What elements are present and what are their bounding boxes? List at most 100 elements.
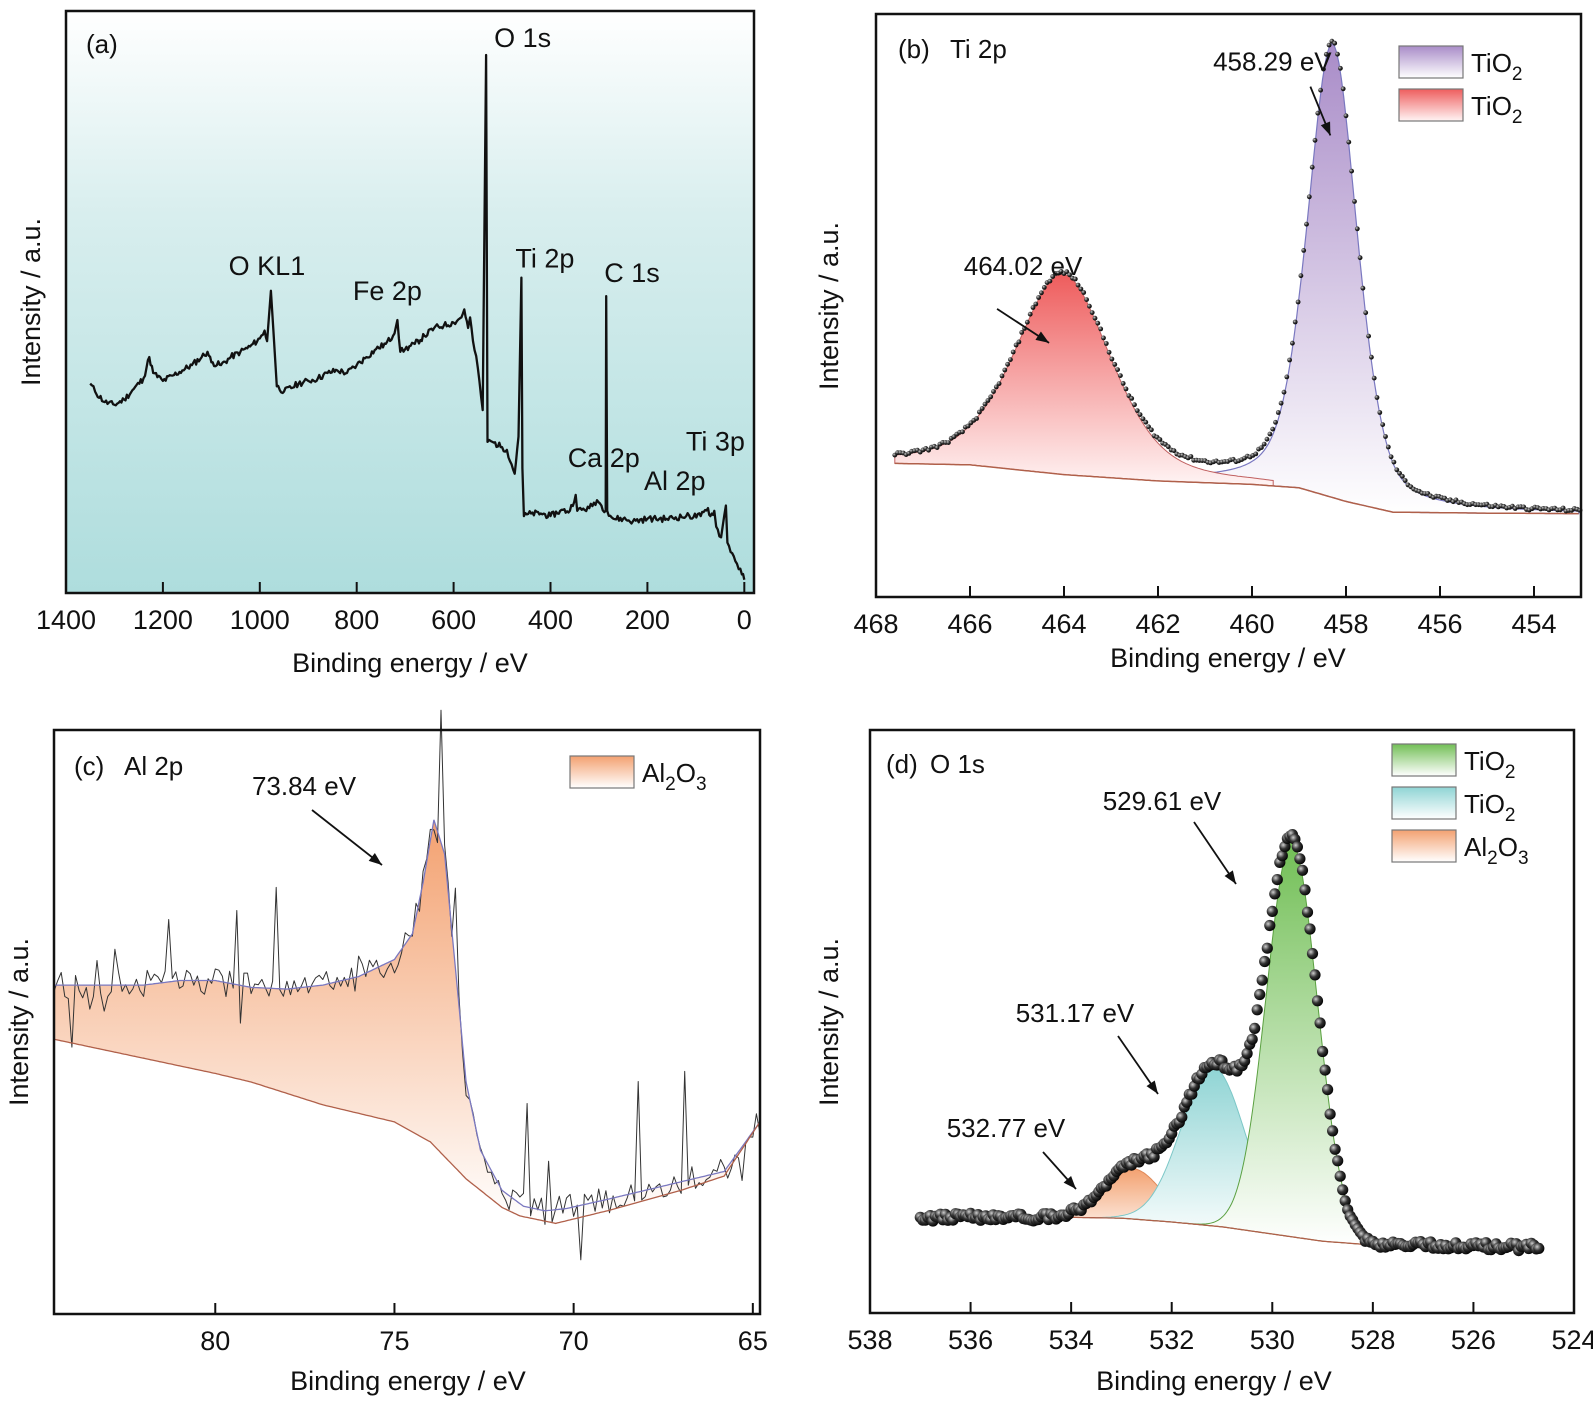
panel-label: (b) (898, 34, 930, 64)
x-tick-label: 458 (1323, 609, 1368, 639)
data-point (1241, 1047, 1253, 1060)
data-point (1143, 419, 1149, 425)
legend: Al2O3 (569, 755, 707, 795)
legend-entry: TiO2 (1391, 743, 1516, 783)
data-point (1343, 113, 1349, 119)
peak-position-label: 531.17 eV (1016, 998, 1135, 1028)
data-point (1369, 354, 1374, 360)
data-point (1259, 445, 1264, 450)
data-point (1338, 65, 1343, 71)
data-point (1560, 505, 1566, 511)
data-point (1349, 168, 1354, 174)
annotation-layer: 529.61 eV 531.17 eV 532.77 eV (947, 786, 1237, 1190)
peak-arrow (311, 809, 383, 866)
x-tick-label: 456 (1417, 609, 1462, 639)
data-point (1290, 340, 1295, 346)
data-point (1391, 459, 1397, 465)
x-axis-ticks: 538 536 534 532 530 528 526 524 (847, 1302, 1593, 1355)
panel-label: (c) (74, 751, 104, 781)
data-point (1261, 942, 1273, 954)
arrow-head (368, 853, 382, 865)
series-layer (892, 38, 1583, 515)
arrow-head (1146, 1080, 1158, 1094)
data-point (1005, 361, 1010, 367)
data-point (965, 423, 971, 429)
x-tick-label: 65 (738, 1326, 768, 1356)
data-point (1106, 349, 1112, 355)
data-point (1309, 969, 1321, 981)
data-point (1287, 357, 1292, 363)
x-tick-label: 538 (847, 1325, 892, 1355)
data-point (934, 445, 940, 450)
data-point (996, 381, 1002, 386)
data-point (1357, 255, 1363, 261)
data-point (1371, 375, 1377, 381)
data-point (946, 440, 951, 445)
x-axis-ticks: 468 466 464 462 460 458 456 454 (853, 586, 1557, 639)
legend-label-main2: O (1498, 832, 1518, 862)
raw-data-points (892, 38, 1583, 514)
data-point (1123, 386, 1129, 392)
data-point (1295, 299, 1301, 305)
data-point (1253, 451, 1259, 457)
data-point (1269, 888, 1281, 900)
raw-data-line (53, 709, 761, 1261)
data-point (1089, 310, 1095, 315)
data-point (1363, 310, 1369, 316)
data-point (1311, 995, 1324, 1007)
data-point (1039, 290, 1044, 296)
y-axis-title: Intensity / a.u. (16, 218, 46, 386)
y-axis-title: Intensity / a.u. (4, 938, 34, 1106)
panel-c-al2p: 73.84 eV 80 75 70 65 (c) Al 2p Al2O3 Bindin… (4, 709, 768, 1396)
data-point (1010, 349, 1016, 355)
legend-swatch (1398, 45, 1464, 79)
x-tick-label: 536 (948, 1325, 993, 1355)
data-point (1301, 906, 1314, 918)
data-point (1276, 850, 1288, 862)
data-point (1298, 273, 1304, 279)
data-point (1095, 320, 1101, 326)
peak-position-label: 73.84 eV (252, 771, 357, 801)
background-line (894, 462, 1579, 515)
data-point (1254, 988, 1266, 1001)
x-tick-label: 524 (1551, 1325, 1593, 1355)
data-point (1030, 305, 1036, 310)
data-point (1092, 315, 1098, 321)
data-point (1335, 51, 1340, 57)
data-point (1380, 422, 1386, 427)
data-point (1388, 454, 1394, 460)
legend-label: Al2O3 (1464, 832, 1529, 869)
arrow-head (1320, 121, 1331, 136)
data-point (1334, 1170, 1346, 1182)
legend-swatch (1391, 829, 1457, 863)
data-point (1140, 416, 1146, 422)
data-point (1301, 248, 1307, 253)
data-point (1064, 269, 1070, 275)
data-point (1134, 408, 1140, 413)
data-point (1323, 51, 1329, 57)
annotation-layer: 464.02 eV 458.29 eV (964, 46, 1332, 344)
x-tick-label: 200 (625, 605, 670, 635)
x-tick-label: 454 (1511, 609, 1556, 639)
series-line-survey (89, 53, 746, 580)
data-point (1013, 342, 1019, 348)
data-point (1402, 478, 1408, 483)
legend-swatch (1398, 88, 1464, 122)
data-point (1346, 139, 1352, 145)
arrow-head (1035, 331, 1050, 343)
series-layer (53, 709, 761, 1261)
x-tick-label: 400 (528, 605, 573, 635)
data-point (1075, 282, 1081, 288)
envelope-line (54, 819, 761, 1212)
data-point (1377, 410, 1383, 415)
legend-swatch (1391, 743, 1457, 777)
x-tick-label: 70 (559, 1326, 589, 1356)
data-point (1291, 841, 1303, 853)
legend-label-main: Al (1464, 832, 1487, 862)
data-point (1281, 389, 1287, 395)
legend-label-sub: 2 (665, 774, 676, 795)
data-point (1309, 164, 1315, 170)
x-tick-label: 600 (431, 605, 476, 635)
data-point (1304, 221, 1309, 227)
